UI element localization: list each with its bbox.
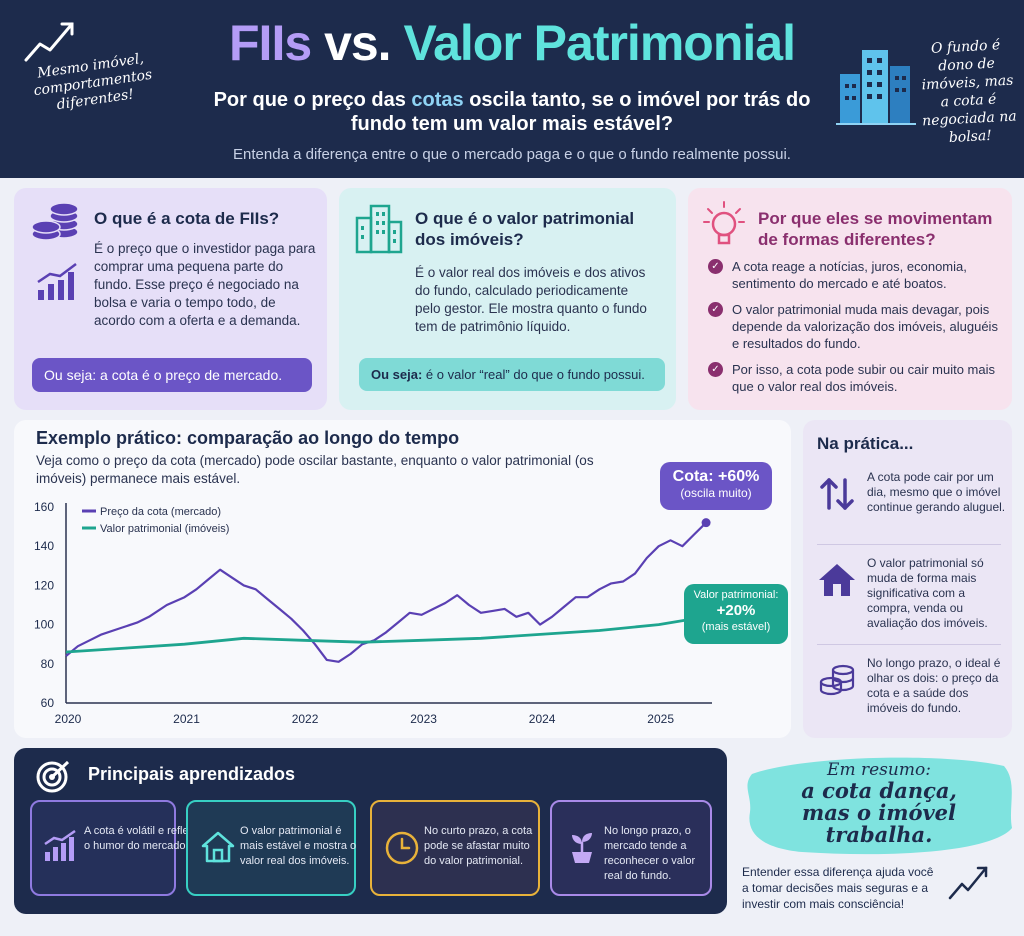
coins-icon <box>31 202 79 241</box>
divider <box>817 544 1001 545</box>
check-icon: ✓ <box>708 362 723 377</box>
card-vp-title: O que é o valor patrimonial dos imóveis? <box>415 209 635 249</box>
check-icon: ✓ <box>708 259 723 274</box>
pratica-item: No longo prazo, o ideal é olhar os dois:… <box>817 656 1007 730</box>
coins-stack-icon <box>819 664 855 696</box>
callout-vp-label: Valor patrimonial: <box>693 589 779 601</box>
callout-cota-small: (oscila muito) <box>680 486 752 500</box>
card-vp-pill-bold: Ou seja: <box>371 367 423 382</box>
card-cota-title: O que é a cota de FIIs? <box>94 209 280 228</box>
title-fiis: FIIs <box>229 15 312 71</box>
why-item: ✓ O valor patrimonial muda mais devagar, … <box>706 301 1006 352</box>
title-vs: vs. <box>324 15 392 71</box>
page-subtitle: Por que o preço das cotas oscila tanto, … <box>200 88 824 136</box>
pratica-item: O valor patrimonial só muda de forma mai… <box>817 556 1007 630</box>
summary-brush-stroke <box>747 757 1012 855</box>
building-icon <box>355 204 403 254</box>
learning-long-term: No longo prazo, o mercado tende a reconh… <box>550 800 712 896</box>
why-item: ✓ A cota reage a notícias, juros, economi… <box>706 258 1006 292</box>
card-cota: O que é a cota de FIIs? É o preço que o … <box>14 188 327 410</box>
chart-title: Exemplo prático: comparação ao longo do … <box>36 428 460 448</box>
right-note: O fundo é dono de imóveis, mas a cota é … <box>921 37 1018 147</box>
summary-footer: Entender essa diferença ajuda você a tom… <box>742 865 934 911</box>
page-description: Entenda a diferença entre o que o mercad… <box>233 146 791 163</box>
summary-line4: trabalha. <box>825 822 933 847</box>
summary-line3: mas o imóvel <box>801 800 957 825</box>
subtitle-highlight: cotas <box>411 89 464 111</box>
why-list: ✓ A cota reage a notícias, juros, economi… <box>706 258 1006 404</box>
card-cota-pill: Ou seja: a cota é o preço de mercado. <box>32 358 312 392</box>
card-vp-pill-text: é o valor “real” do que o fundo possui. <box>425 367 645 382</box>
callout-vp-small: (mais estável) <box>701 621 771 633</box>
why-item: ✓ Por isso, a cota pode subir ou cair mui… <box>706 361 1006 395</box>
card-cota-body: É o preço que o investidor paga para com… <box>94 241 316 328</box>
house-icon <box>819 564 855 596</box>
lightbulb-icon <box>703 201 745 245</box>
card-vp-pill: Ou seja: é o valor “real” do que o fundo… <box>359 358 665 391</box>
callout-vp-big: +20% <box>716 602 756 619</box>
subtitle-post: oscila tanto, se o imóvel por trás do fu… <box>350 89 811 135</box>
learnings-title: Principais aprendizados <box>88 764 296 784</box>
check-icon: ✓ <box>708 302 723 317</box>
summary-line2: a cota dança, <box>801 778 957 803</box>
subtitle-pre: Por que o preço das <box>213 89 406 111</box>
buildings-icon <box>836 50 916 125</box>
title-valor-patrimonial: Valor Patrimonial <box>403 15 795 71</box>
callout-vp: Valor patrimonial: +20% (mais estável) <box>684 584 788 644</box>
up-down-arrows-icon <box>820 478 854 510</box>
clock-icon <box>385 831 419 865</box>
summary-quote: Em resumo: a cota dança, mas o imóvel tr… <box>742 760 1016 846</box>
learning-short-term: No curto prazo, a cota pode se afastar m… <box>370 800 540 896</box>
card-why: Por que eles se movimentam de formas dif… <box>688 188 1012 410</box>
pratica-title: Na prática... <box>817 434 914 453</box>
trend-arrow-icon <box>948 866 988 900</box>
pratica-panel: Na prática... A cota pode cair por um di… <box>803 420 1012 738</box>
divider <box>817 644 1001 645</box>
house-outline-icon <box>201 831 235 863</box>
bar-chart-icon <box>44 830 76 861</box>
card-vp-body: É o valor real dos imóveis e dos ativos … <box>415 265 647 334</box>
trend-arrow-icon <box>24 22 74 62</box>
summary-line1: Em resumo: <box>827 760 931 780</box>
plant-icon <box>572 833 592 863</box>
bar-chart-icon <box>37 263 77 300</box>
page-title: FIIs vs. Valor Patrimonial <box>0 14 1024 72</box>
target-icon <box>36 760 70 793</box>
card-why-title: Por que eles se movimentam de formas dif… <box>758 209 993 249</box>
card-valor-patrimonial: O que é o valor patrimonial dos imóveis?… <box>339 188 676 410</box>
learnings-panel: Principais aprendizados A cota é volátil… <box>14 748 727 914</box>
pratica-item: A cota pode cair por um dia, mesmo que o… <box>817 470 1007 544</box>
learning-volatile: A cota é volátil e reflete o humor do me… <box>30 800 198 896</box>
learning-stable: O valor patrimonial é mais estável e mos… <box>186 800 356 896</box>
callout-cota: Cota: +60% (oscila muito) <box>660 462 772 510</box>
chart-description: Veja como o preço da cota (mercado) pode… <box>36 453 594 486</box>
header: Mesmo imóvel, comportamentos diferentes!… <box>0 0 1024 178</box>
callout-cota-big: Cota: +60% <box>672 468 760 485</box>
